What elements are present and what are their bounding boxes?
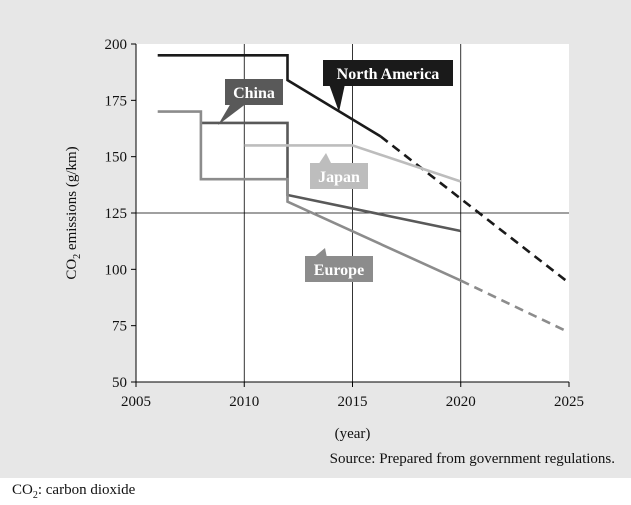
callout-japan: Japan: [310, 153, 368, 189]
x-tick-label: 2020: [446, 394, 476, 410]
footnote-suffix: : carbon dioxide: [37, 482, 136, 498]
x-tick-label: 2015: [338, 394, 368, 410]
chart-panel: 50 75 100 125 150 175 200 2005 2010 2015 2020 2025 (…: [0, 0, 631, 478]
y-tick-label: 200: [105, 37, 128, 53]
series-china-line: [200, 121, 462, 233]
series-label: Europe: [314, 262, 364, 279]
y-tick-label: 100: [105, 262, 128, 278]
callout-box: [305, 256, 373, 282]
series-north-america-line: [157, 53, 382, 138]
callout-pointer: [318, 153, 332, 165]
y-axis-label: CO2 emissions (g/km): [64, 146, 83, 279]
series-europe-line: [157, 110, 462, 282]
chart: 50 75 100 125 150 175 200 2005 2010 2015 2020 2025 (…: [64, 37, 584, 442]
series-japan-line: [244, 144, 462, 183]
series-label: Japan: [318, 169, 360, 186]
callout-europe: Europe: [305, 248, 373, 282]
callout-pointer: [329, 84, 345, 112]
callout-north-america: North America: [323, 60, 453, 112]
x-tick-label: 2010: [229, 394, 259, 410]
callout-pointer: [313, 248, 327, 258]
callout-box: [310, 163, 368, 189]
x-tick-label: 2005: [121, 394, 151, 410]
footnote-prefix: CO: [12, 482, 33, 498]
callout-box: [225, 79, 283, 105]
footnote: CO2: carbon dioxide: [12, 482, 135, 501]
x-axis-label: (year): [335, 426, 371, 442]
y-tick-label: 75: [112, 319, 127, 335]
series-label: North America: [337, 66, 440, 83]
callout-pointer: [218, 103, 247, 125]
callout-china: China: [218, 79, 283, 125]
y-tick-label: 175: [105, 93, 128, 109]
footnote-subscript: 2: [32, 490, 38, 501]
series-europe-projection: [460, 279, 570, 334]
y-tick-label: 125: [105, 206, 128, 222]
callout-box: [323, 60, 453, 86]
source-note: Source: Prepared from government regulat…: [329, 451, 615, 467]
series-label: China: [233, 85, 275, 102]
y-tick-label: 150: [105, 150, 128, 166]
x-tick-label: 2025: [554, 394, 584, 410]
series-north-america-projection: [379, 135, 570, 284]
y-tick-label: 50: [112, 375, 127, 391]
